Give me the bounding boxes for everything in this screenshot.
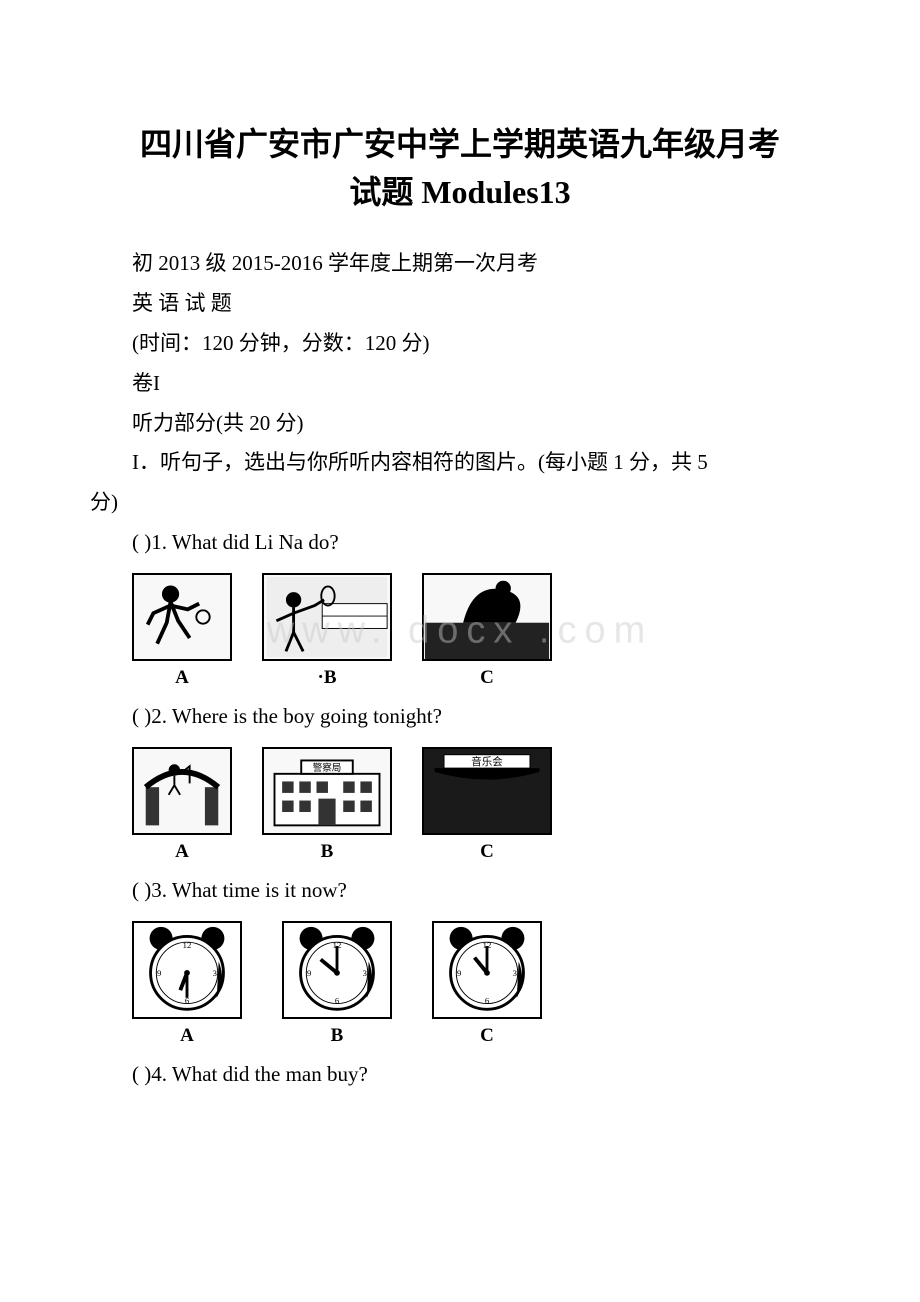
zoo-gate-icon bbox=[132, 747, 232, 835]
basketball-player-icon bbox=[132, 573, 232, 661]
question-3: ( )3. What time is it now? bbox=[90, 871, 830, 911]
q2-text: Where is the boy going tonight? bbox=[172, 704, 442, 728]
q2-label-a: A bbox=[175, 841, 189, 863]
concert-sign-text: 音乐会 bbox=[471, 755, 503, 768]
q1-image-row: A ·B bbox=[132, 573, 830, 689]
title-line-2: 试题 Modules13 bbox=[349, 174, 570, 210]
question-1: ( )1. What did Li Na do? bbox=[90, 523, 830, 563]
clock-6-b: 6 bbox=[335, 995, 340, 1005]
question-2: ( )2. Where is the boy going tonight? bbox=[90, 697, 830, 737]
clock-3-b: 3 bbox=[363, 968, 367, 978]
q2-label-b: B bbox=[321, 841, 334, 863]
q4-num: ( )4. bbox=[132, 1062, 167, 1086]
q3-option-a: 12 3 6 9 A bbox=[132, 921, 242, 1047]
intro-line-4: 听力部分(共 20 分) bbox=[90, 404, 830, 444]
clock-9-b: 9 bbox=[307, 968, 311, 978]
clock-9-c: 9 bbox=[457, 968, 461, 978]
clock-3: 3 bbox=[213, 968, 217, 978]
q1-label-b: ·B bbox=[317, 667, 336, 689]
q1-label-c: C bbox=[480, 667, 494, 689]
q1-num: ( )1. bbox=[132, 530, 167, 554]
q2-option-a: A bbox=[132, 747, 232, 863]
q3-label-a: A bbox=[180, 1025, 194, 1047]
intro-line-2: (时间：120 分钟，分数：120 分) bbox=[90, 324, 830, 364]
intro-line-1: 英 语 试 题 bbox=[90, 284, 830, 324]
q2-num: ( )2. bbox=[132, 704, 167, 728]
police-sign-text: 警察局 bbox=[313, 762, 342, 774]
q1-option-c: C bbox=[422, 573, 552, 689]
q1-label-a: A bbox=[175, 667, 189, 689]
q2-option-b: 警察局 B bbox=[262, 747, 392, 863]
police-station-icon: 警察局 bbox=[262, 747, 392, 835]
q2-option-c: 音乐会 C bbox=[422, 747, 552, 863]
clock-a-icon: 12 3 6 9 bbox=[132, 921, 242, 1019]
q1-option-b: ·B bbox=[262, 573, 392, 689]
tennis-player-icon bbox=[262, 573, 392, 661]
question-4: ( )4. What did the man buy? bbox=[90, 1055, 830, 1095]
clock-3-c: 3 bbox=[513, 968, 517, 978]
intro-line-0: 初 2013 级 2015-2016 学年度上期第一次月考 bbox=[90, 244, 830, 284]
q3-option-c: 12 3 6 9 C bbox=[432, 921, 542, 1047]
q3-num: ( )3. bbox=[132, 878, 167, 902]
q3-text: What time is it now? bbox=[172, 878, 347, 902]
document-title: 四川省广安市广安中学上学期英语九年级月考 试题 Modules13 bbox=[90, 120, 830, 216]
section-i-tail: 分) bbox=[90, 483, 830, 523]
q2-label-c: C bbox=[480, 841, 494, 863]
clock-b-icon: 12 3 6 9 bbox=[282, 921, 392, 1019]
q2-image-row: A 警察局 B bbox=[132, 747, 830, 863]
title-line-1: 四川省广安市广安中学上学期英语九年级月考 bbox=[140, 126, 780, 162]
clock-6-c: 6 bbox=[485, 995, 490, 1005]
section-i-instruction: I．听句子，选出与你所听内容相符的图片。(每小题 1 分，共 5 bbox=[90, 443, 830, 483]
q1-text: What did Li Na do? bbox=[172, 530, 339, 554]
q4-text: What did the man buy? bbox=[172, 1062, 368, 1086]
clock-12: 12 bbox=[183, 940, 192, 950]
concert-hall-icon: 音乐会 bbox=[422, 747, 552, 835]
q1-option-a: A bbox=[132, 573, 232, 689]
clock-c-icon: 12 3 6 9 bbox=[432, 921, 542, 1019]
clock-9: 9 bbox=[157, 968, 161, 978]
q3-label-c: C bbox=[480, 1025, 494, 1047]
q3-option-b: 12 3 6 9 B bbox=[282, 921, 392, 1047]
q3-label-b: B bbox=[331, 1025, 344, 1047]
gymnast-icon bbox=[422, 573, 552, 661]
q3-image-row: 12 3 6 9 A 12 3 6 9 bbox=[132, 921, 830, 1047]
intro-line-3: 卷I bbox=[90, 364, 830, 404]
